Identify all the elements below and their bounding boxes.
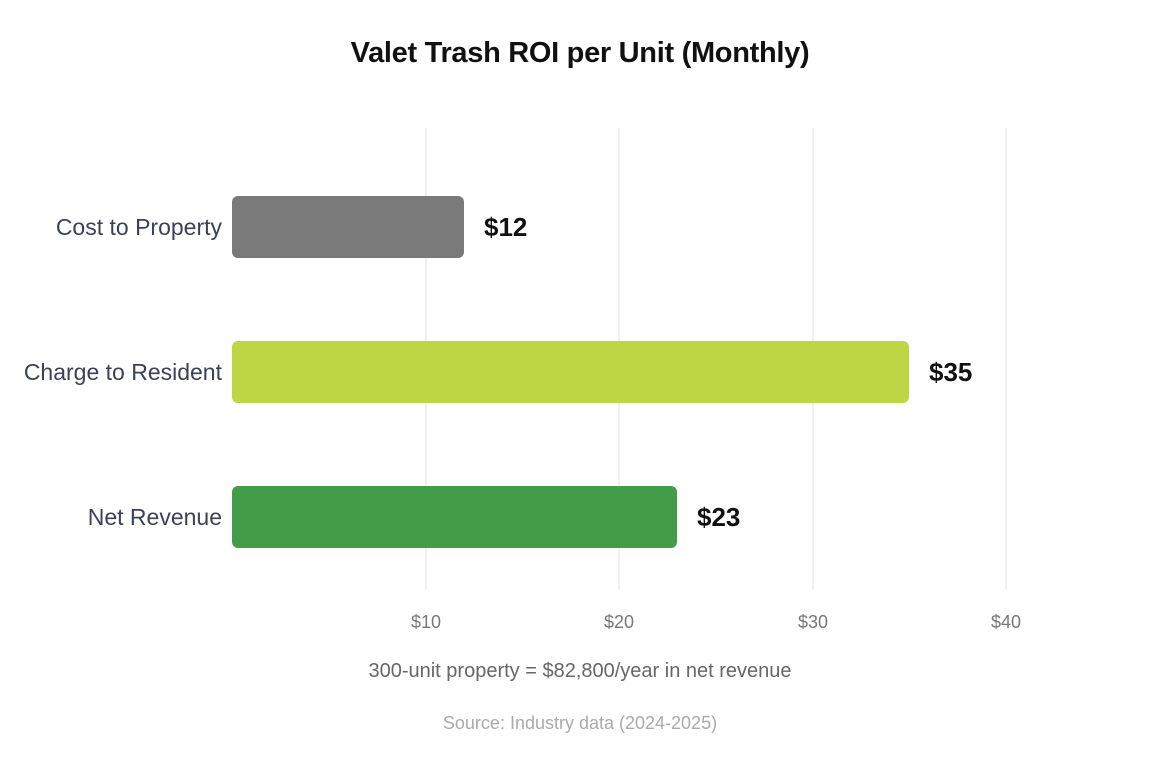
x-tick-20: $20 [603,612,635,632]
category-label-cost: Cost to Property [55,214,222,240]
source-caption: Source: Industry data (2024-2025) [442,713,718,733]
gridline-40 [1005,128,1007,590]
bar-cost-to-property [232,196,464,258]
bar-net-revenue [232,486,677,548]
value-label-net: $23 [697,502,741,532]
x-tick-40: $40 [990,612,1022,632]
category-label-net: Net Revenue [87,504,222,530]
plot-area: $12 $35 $23 [232,128,1102,590]
annotation-note: 300-unit property = $82,800/year in net … [368,660,792,682]
value-label-charge: $35 [929,357,973,387]
x-tick-10: $10 [410,612,442,632]
chart-title: Valet Trash ROI per Unit (Monthly) [350,37,810,69]
category-label-charge: Charge to Resident [23,359,222,385]
bar-charge-to-resident [232,341,909,403]
x-tick-30: $30 [797,612,829,632]
value-label-cost: $12 [484,212,528,242]
